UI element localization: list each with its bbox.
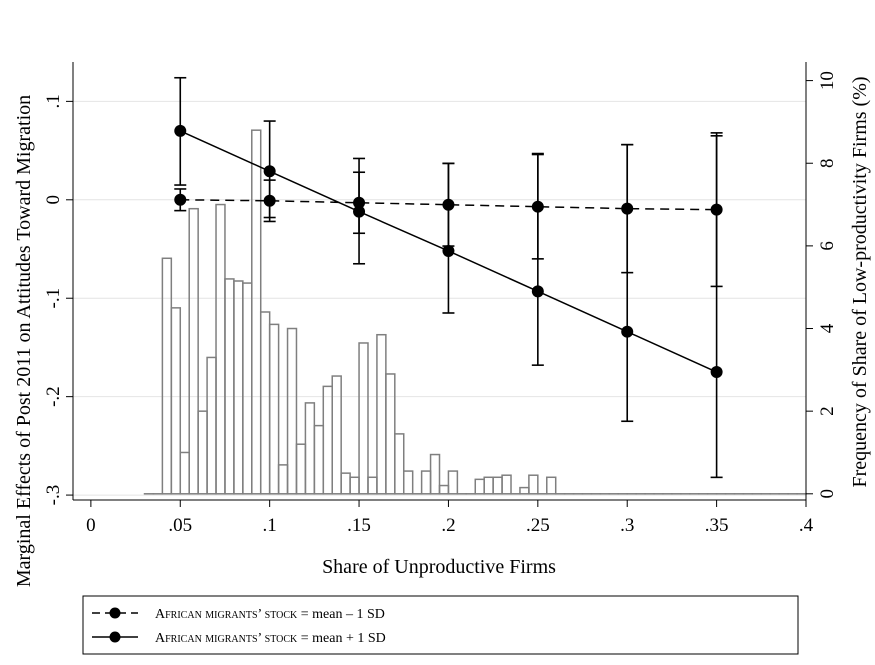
y-left-tick-label-2: -.1 [43,288,64,309]
x-tick-label-1: .05 [168,515,192,536]
x-tick-label-3: .15 [347,515,371,536]
histogram-bar-28 [394,433,405,495]
histogram-bar-24 [358,342,369,495]
y-axis-right-title: Frequency of Share of Low-productivity F… [849,76,871,487]
x-tick-label-5: .25 [526,515,550,536]
y-left-tick-label-0: -.3 [43,485,64,506]
legend-label-plus-sd: African migrants’ stock = mean + 1 SD [155,631,386,646]
y-left-tick-label-3: 0 [43,195,64,205]
legend-entry-plus-sd: African migrants’ stock = mean + 1 SD [92,631,386,646]
legend-box [82,595,799,655]
histogram-bar-21 [331,375,342,495]
histogram-bar-40 [501,474,512,495]
y-left-tick-label-1: -.2 [43,386,64,407]
x-tick-label-0: 0 [86,515,96,536]
y-right-tick-label-0: 0 [817,489,838,499]
gridlines [73,100,806,496]
data-point-1-4 [531,285,544,298]
histogram-bar-29 [402,470,414,495]
y-left-tick-label-4: .1 [43,94,64,108]
series [174,76,723,479]
y-right-tick-label-4: 8 [817,158,838,168]
data-point-1-6 [710,366,723,379]
y-right-tick-label-3: 6 [817,241,838,251]
x-tick-label-7: .35 [705,515,729,536]
data-point-0-0 [174,193,187,206]
x-tick-label-2: .1 [263,515,277,536]
data-point-1-1 [263,165,276,178]
data-point-1-5 [621,325,634,338]
axes: 0 .05 .1 .15 .2 .25 .3 .35 .4 -.3 -.2 -.1 0 .1 0 2 4 6 8 10 [43,62,838,536]
x-tick-label-8: .4 [799,515,814,536]
histogram-bar-3 [170,307,182,495]
histogram-bar-45 [546,476,557,495]
y-axis-left-title: Marginal Effects of Post 2011 on Attitud… [13,95,35,587]
histogram-bar-14 [268,323,280,495]
histogram-bar-5 [188,207,199,495]
data-point-1-3 [442,244,455,257]
histogram-bar-43 [528,474,539,495]
histogram-bar-32 [429,453,441,495]
legend-label-minus-sd: African migrants’ stock = mean – 1 SD [155,607,385,622]
histogram [143,129,807,495]
data-point-1-2 [353,205,366,218]
histogram-bar-34 [447,470,459,495]
x-tick-label-4: .2 [441,515,455,536]
x-axis-title: Share of Unproductive Firms [322,556,556,578]
legend: African migrants’ stock = mean – 1 SD Af… [82,595,799,655]
y-right-tick-label-2: 4 [817,323,838,333]
legend-entry-minus-sd: African migrants’ stock = mean – 1 SD [92,607,385,622]
data-point-1-0 [174,124,187,137]
x-tick-label-6: .3 [620,515,634,536]
y-right-tick-label-5: 10 [817,71,838,90]
y-right-tick-label-1: 2 [817,406,838,416]
histogram-bar-16 [286,327,298,495]
